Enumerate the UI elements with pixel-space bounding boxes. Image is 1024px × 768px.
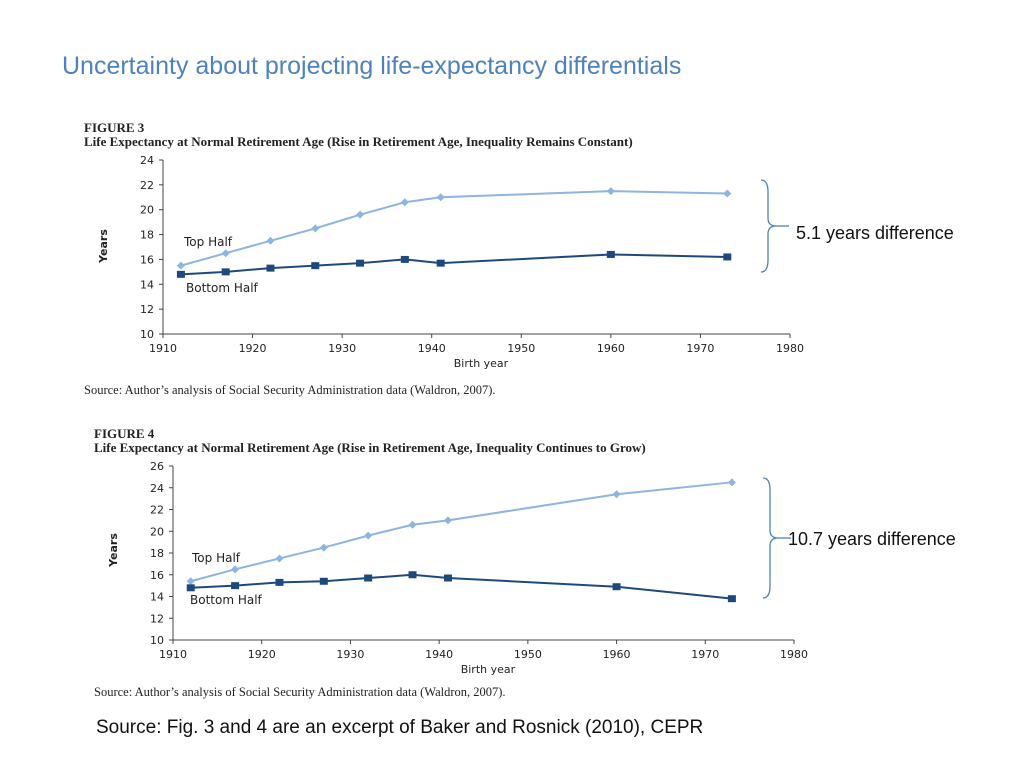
top-half-point <box>606 187 615 196</box>
x-tick-label: 1950 <box>507 342 535 355</box>
bottom-half-point <box>436 259 445 267</box>
y-tick-label: 14 <box>140 278 154 291</box>
x-tick-label: 1940 <box>418 342 446 355</box>
y-tick-label: 20 <box>140 204 154 217</box>
x-tick-label: 1970 <box>686 342 714 355</box>
slide-source: Source: Fig. 3 and 4 are an excerpt of B… <box>96 717 704 738</box>
top-half-point <box>221 249 230 258</box>
x-tick-label: 1920 <box>239 342 267 355</box>
x-tick-label: 1930 <box>328 342 356 355</box>
bottom-half-point <box>266 264 275 272</box>
difference-brace <box>760 179 777 273</box>
bottom-half-point <box>221 268 230 276</box>
top-half-point <box>400 198 409 207</box>
top-half-point <box>436 193 445 202</box>
y-tick-label: 16 <box>140 253 154 266</box>
figure-3-label: FIGURE 3 <box>84 120 145 135</box>
bottom-half-point <box>400 255 409 263</box>
figure-4-annotation: 10.7 years difference <box>788 529 956 549</box>
bottom-half-point <box>311 262 320 270</box>
top-half-point <box>723 189 732 198</box>
x-tick-label: 1910 <box>149 342 177 355</box>
y-tick-label: 24 <box>140 154 154 167</box>
slide-title: Uncertainty about projecting life-expect… <box>62 52 682 80</box>
bottom-half-point <box>176 270 185 278</box>
top-half-point <box>176 261 185 270</box>
x-axis-label: Birth year <box>454 357 509 370</box>
x-tick-label: 1960 <box>597 342 625 355</box>
figure-4-heading: FIGURE 4 Life Expectancy at Normal Retir… <box>94 427 646 455</box>
figure-3-title: Life Expectancy at Normal Retirement Age… <box>84 134 633 149</box>
y-tick-label: 10 <box>140 328 154 341</box>
y-axis-label: Years <box>97 229 110 264</box>
bottom-half-point <box>723 253 732 261</box>
bottom-half-point <box>356 259 365 267</box>
bottom-half-point <box>606 250 615 258</box>
top-half-label: Top Half <box>183 235 233 249</box>
figure-3-source: Source: Author’s analysis of Social Secu… <box>84 383 496 397</box>
figure-4-title: Life Expectancy at Normal Retirement Age… <box>94 440 646 455</box>
top-half-point <box>356 210 365 219</box>
figure-4-label: FIGURE 4 <box>94 426 155 441</box>
bottom-half-label: Bottom Half <box>186 281 259 295</box>
bottom-half-line <box>180 253 728 276</box>
top-half-point <box>266 236 275 245</box>
figure-4-source: Source: Author’s analysis of Social Secu… <box>94 685 506 699</box>
x-tick-label: 1980 <box>776 342 804 355</box>
y-tick-label: 12 <box>140 303 154 316</box>
y-tick-label: 22 <box>140 179 154 192</box>
figure-3-heading: FIGURE 3 Life Expectancy at Normal Retir… <box>84 121 633 149</box>
y-tick-label: 18 <box>140 229 154 242</box>
top-half-point <box>311 224 320 233</box>
figure-3-annotation: 5.1 years difference <box>796 223 954 243</box>
